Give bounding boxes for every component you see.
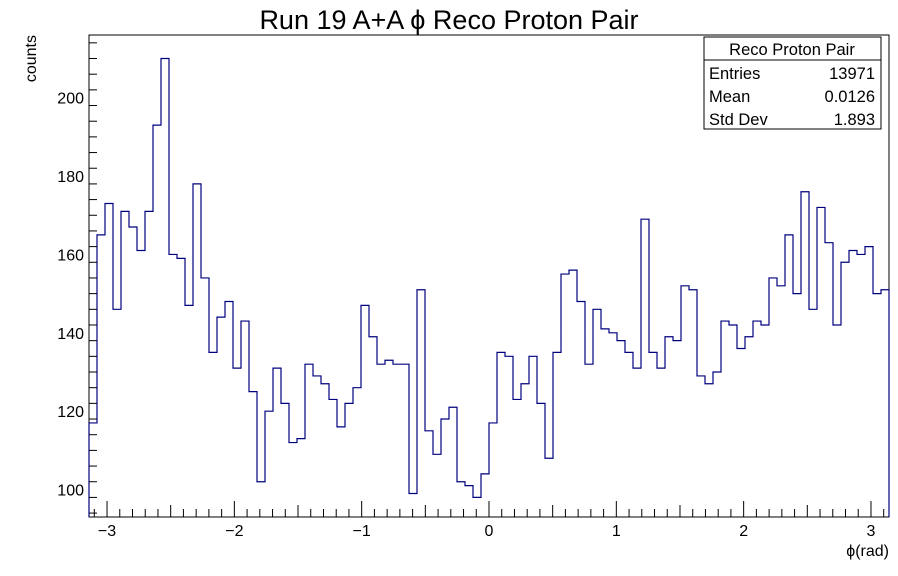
x-tick-label: 3 (867, 523, 876, 540)
stats-stddev-label: Std Dev (709, 111, 768, 129)
x-axis: −3 −2 −1 0 1 2 3 (93, 501, 885, 540)
stats-box: Reco Proton Pair Entries 13971 Mean 0.01… (703, 36, 882, 130)
stats-mean-label: Mean (709, 88, 750, 106)
y-tick-label: 160 (57, 247, 84, 264)
y-tick-label: 120 (57, 404, 84, 421)
x-tick-label: −2 (225, 523, 243, 540)
y-tick-label: 200 (57, 91, 84, 108)
stats-entries-label: Entries (709, 65, 760, 83)
stats-stddev-value: 1.893 (834, 111, 875, 129)
x-tick-label: −3 (98, 523, 116, 540)
x-tick-label: 2 (739, 523, 748, 540)
y-axis-label: counts (23, 35, 40, 82)
y-tick-label: 140 (57, 326, 84, 343)
x-axis-label: ϕ(rad) (846, 543, 889, 560)
x-tick-label: 1 (612, 523, 621, 540)
y-tick-label: 100 (57, 483, 84, 500)
chart-title: Run 19 A+A ϕ Reco Proton Pair (259, 5, 638, 35)
y-axis: 100 120 140 160 180 200 (57, 42, 97, 514)
histogram-line (88, 57, 890, 517)
stats-box-title: Reco Proton Pair (729, 41, 855, 59)
stats-entries-value: 13971 (829, 65, 875, 83)
x-tick-label: 0 (485, 523, 494, 540)
stats-box-frame (703, 36, 882, 130)
stats-mean-value: 0.0126 (825, 88, 875, 106)
x-tick-label: −1 (353, 523, 371, 540)
y-tick-label: 180 (57, 169, 84, 186)
